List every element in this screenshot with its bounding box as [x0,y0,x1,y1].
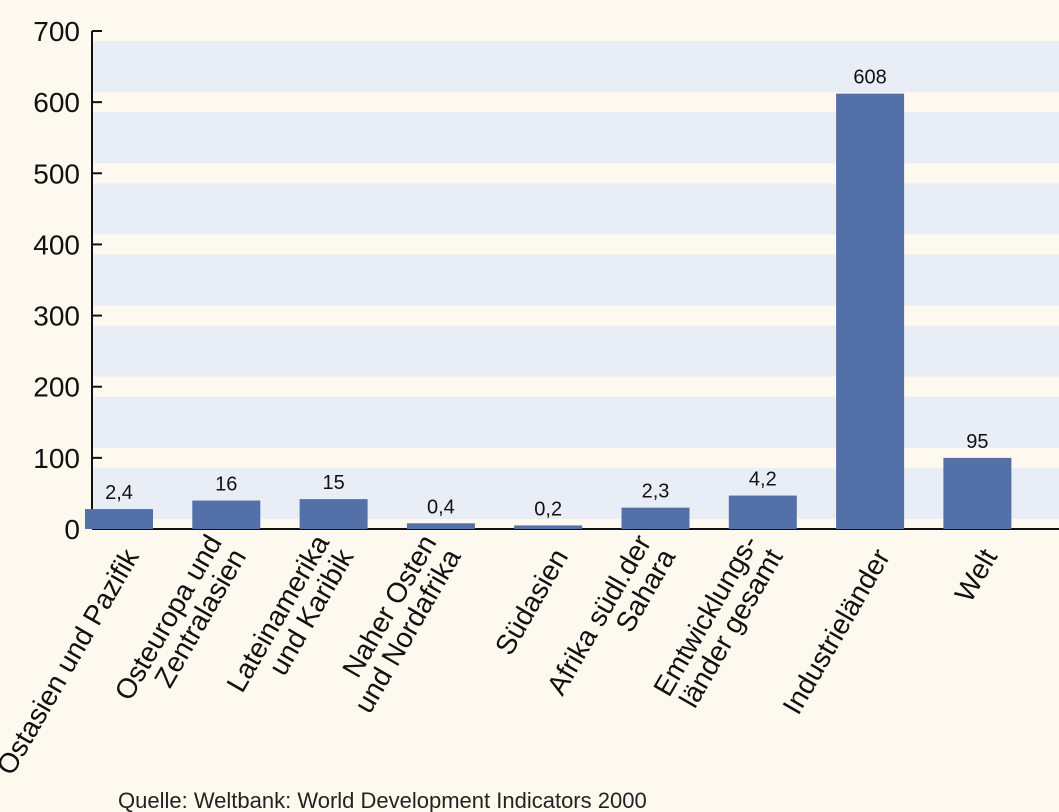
bar [299,499,368,529]
bar-annotation: 15 [322,472,344,494]
bar-annotation: 0,2 [534,498,562,520]
y-tick-label: 400 [33,229,80,260]
bar [836,93,905,529]
bar-annotation: 608 [853,67,886,89]
bar-annotation: 2,3 [642,481,670,503]
grid-band [92,396,1059,448]
y-tick-label: 200 [33,372,80,403]
bar [192,500,261,529]
grid-band [92,112,1059,164]
y-tick-label: 500 [33,158,80,189]
y-tick-label: 300 [33,301,80,332]
bar-annotation: 4,2 [749,469,777,491]
grid-band [92,325,1059,377]
bar [621,507,690,529]
grid-band [92,41,1059,93]
bands [92,41,1059,519]
bar [406,523,475,529]
bar [514,525,583,529]
source: Quelle: Weltbank: World Development Indi… [118,788,647,812]
bar-annotation: 95 [966,431,988,453]
bar [85,509,153,529]
bar-annotation: 2,4 [105,482,133,504]
y-tick-label: 700 [33,16,80,47]
y-tick-label: 0 [64,514,80,545]
grid-band [92,183,1059,235]
grid-band [92,254,1059,306]
y-tick-label: 100 [33,443,80,474]
bar [728,495,797,529]
bar-annotation: 0,4 [427,496,455,518]
bar [943,457,1012,529]
y-tick-label: 600 [33,87,80,118]
bar-annotation: 16 [215,474,237,496]
